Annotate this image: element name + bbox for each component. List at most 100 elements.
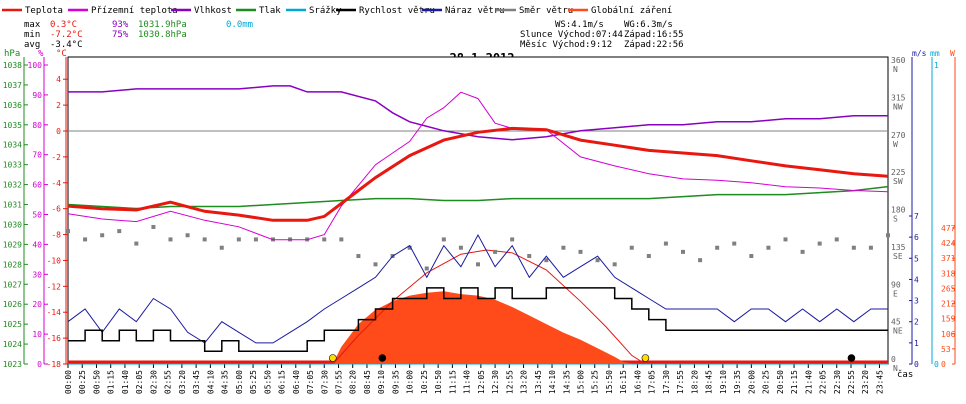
time-tick-label: 03:20 xyxy=(178,370,187,394)
degc-axis-label: °C xyxy=(56,49,67,59)
info-moon: Měsíc Východ:9:12 xyxy=(520,40,612,50)
ms-axis-label: m/s xyxy=(912,49,927,58)
wind-direction-point xyxy=(578,249,583,254)
hpa-tick-label: 1029 xyxy=(3,240,22,249)
time-tick-label: 08:20 xyxy=(349,370,358,394)
stat-max-temp: 0.3°C xyxy=(50,20,77,30)
time-tick-label: 19:35 xyxy=(733,370,742,394)
legend-label: Přízemní teplota xyxy=(91,6,178,16)
wind-direction-point xyxy=(527,254,532,259)
time-tick-label: 12:05 xyxy=(477,370,486,394)
time-tick-label: 16:40 xyxy=(633,370,642,394)
w-tick-label: 318 xyxy=(941,269,956,278)
time-tick-label: 11:40 xyxy=(463,370,472,394)
wind-direction-point xyxy=(185,233,190,238)
info-sun: Slunce Východ:07:44 xyxy=(520,30,623,40)
legend-label: Rychlost větru xyxy=(359,6,435,16)
dir-tick-label: 90 xyxy=(891,280,901,289)
w-tick-label: 477 xyxy=(941,224,956,233)
time-tick-label: 22:05 xyxy=(819,370,828,394)
ms-tick-label: 6 xyxy=(914,233,919,242)
wind-direction-point xyxy=(322,237,327,242)
wind-direction-point xyxy=(612,262,617,267)
hpa-tick-label: 1033 xyxy=(3,161,22,170)
wind-direction-point xyxy=(629,245,634,250)
ms-tick-label: 1 xyxy=(914,339,919,348)
degc-tick-label: -4 xyxy=(51,179,61,188)
pct-tick-label: 100 xyxy=(28,61,43,70)
wind-direction-point xyxy=(800,249,805,254)
wind-direction-point xyxy=(373,262,378,267)
time-tick-label: 17:05 xyxy=(648,370,657,394)
pct-tick-label: 40 xyxy=(32,240,42,249)
stat-min-temp: -7.2°C xyxy=(50,30,83,40)
time-tick-label: 00:00 xyxy=(64,370,73,394)
ms-tick-label: 3 xyxy=(914,297,919,306)
info-sun-set: Západ:16:55 xyxy=(624,30,684,40)
dir-compass-label: NW xyxy=(893,102,903,111)
wind-direction-point xyxy=(783,237,788,242)
info-wg: WG:6.3m/s xyxy=(624,20,673,30)
stat-max-label: max xyxy=(24,20,41,30)
wind-direction-point xyxy=(493,249,498,254)
pct-tick-label: 80 xyxy=(32,121,42,130)
time-tick-label: 21:40 xyxy=(804,370,813,394)
marker-sunrise xyxy=(328,354,337,362)
series-wind-speed xyxy=(68,287,888,353)
time-tick-label: 22:55 xyxy=(847,370,856,394)
time-tick-label: 08:45 xyxy=(363,370,372,394)
time-tick-label: 03:45 xyxy=(192,370,201,394)
time-tick-label: 10:50 xyxy=(434,370,443,394)
dir-compass-label: N xyxy=(893,65,898,74)
legend-label: Srážky xyxy=(309,6,342,16)
time-tick-label: 20:00 xyxy=(747,370,756,394)
wind-direction-point xyxy=(749,254,754,259)
marker-moonrise xyxy=(378,354,387,362)
wind-direction-point xyxy=(219,245,224,250)
w-tick-label: 106 xyxy=(941,330,956,339)
marker-moonset xyxy=(847,354,856,362)
degc-tick-label: -18 xyxy=(47,360,62,369)
hpa-tick-label: 1030 xyxy=(3,220,22,229)
hpa-tick-label: 1037 xyxy=(3,81,22,90)
pct-tick-label: 60 xyxy=(32,181,42,190)
ms-tick-label: 7 xyxy=(914,212,919,221)
time-tick-label: 19:10 xyxy=(719,370,728,394)
hpa-tick-label: 1036 xyxy=(3,101,22,110)
dir-tick-label: 225 xyxy=(891,168,906,177)
wind-direction-point xyxy=(715,245,720,250)
wind-direction-point xyxy=(544,258,549,263)
wind-direction-point xyxy=(698,258,703,263)
mm-tick-label: 0 xyxy=(934,360,939,369)
wind-direction-point xyxy=(202,237,207,242)
marker-sunset xyxy=(641,354,650,362)
wind-direction-point xyxy=(476,262,480,267)
legend: Teplota Přízemní teplota Vlhkost Tlak Srážky… xyxy=(2,6,672,16)
pct-axis-label: % xyxy=(38,49,44,59)
hpa-tick-label: 1025 xyxy=(3,320,22,329)
wind-direction-point xyxy=(441,237,446,242)
time-tick-label: 23:20 xyxy=(861,370,870,394)
ms-tick-label: 5 xyxy=(914,254,919,263)
time-tick-label: 01:40 xyxy=(121,370,130,394)
time-tick-label: 20:25 xyxy=(762,370,771,394)
series-global-radiation xyxy=(332,291,636,364)
time-tick-label: 17:55 xyxy=(676,370,685,394)
wind-direction-point xyxy=(766,245,771,250)
time-axis-label: čas xyxy=(897,369,913,380)
ms-tick-label: 2 xyxy=(914,318,919,327)
time-tick-label: 02:05 xyxy=(135,370,144,394)
hpa-tick-label: 1026 xyxy=(3,300,22,309)
time-tick-label: 21:15 xyxy=(790,370,799,394)
wind-direction-point xyxy=(407,245,412,250)
stat-avg-label: avg xyxy=(24,40,40,50)
time-tick-label: 23:45 xyxy=(875,370,884,394)
time-tick-label: 07:55 xyxy=(334,370,343,394)
w-tick-label: 371 xyxy=(941,254,956,263)
dir-compass-label: E xyxy=(893,289,898,298)
wind-direction-point xyxy=(100,233,105,238)
series-temperature xyxy=(67,126,889,222)
hpa-tick-label: 1027 xyxy=(3,280,22,289)
degc-tick-label: -8 xyxy=(51,231,61,240)
